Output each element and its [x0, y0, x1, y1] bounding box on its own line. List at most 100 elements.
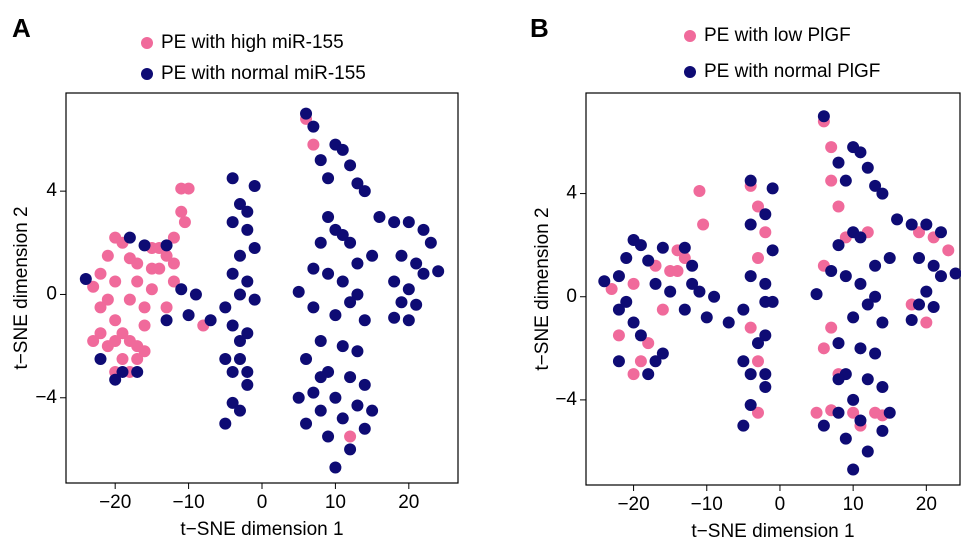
point — [869, 347, 882, 360]
point — [241, 378, 254, 391]
point — [942, 244, 955, 257]
point — [322, 267, 335, 280]
point — [138, 301, 151, 314]
point — [314, 371, 327, 384]
point — [307, 120, 320, 133]
point — [686, 277, 699, 290]
point — [351, 257, 364, 270]
point — [678, 252, 691, 265]
point — [388, 275, 401, 288]
point — [744, 399, 757, 412]
point — [344, 443, 357, 456]
point — [241, 275, 254, 288]
point — [744, 321, 757, 334]
point — [395, 249, 408, 262]
point — [329, 309, 342, 322]
point — [300, 353, 313, 366]
point — [634, 355, 647, 368]
point — [817, 110, 830, 123]
point — [869, 290, 882, 303]
point — [116, 365, 129, 378]
point — [920, 285, 933, 298]
point — [336, 143, 349, 156]
point — [664, 285, 677, 298]
point — [109, 334, 122, 347]
point — [307, 138, 320, 151]
point — [358, 422, 371, 435]
point — [248, 293, 261, 306]
point — [101, 293, 114, 306]
point — [94, 327, 107, 340]
point — [612, 270, 625, 283]
point — [307, 386, 320, 399]
point — [697, 218, 710, 231]
point — [759, 208, 772, 221]
point — [366, 249, 379, 262]
point — [145, 262, 158, 275]
point — [905, 313, 918, 326]
point — [642, 337, 655, 350]
point — [861, 298, 874, 311]
x-tick-label: 0 — [775, 494, 786, 515]
point — [87, 280, 100, 293]
legend-marker — [141, 37, 153, 49]
point — [883, 252, 896, 265]
point — [336, 412, 349, 425]
point — [402, 283, 415, 296]
point — [722, 316, 735, 329]
point — [417, 267, 430, 280]
point — [160, 301, 173, 314]
point — [913, 226, 926, 239]
point — [612, 329, 625, 342]
point — [876, 381, 889, 393]
point — [351, 399, 364, 412]
point — [649, 277, 662, 290]
point — [825, 321, 838, 334]
point — [627, 277, 640, 290]
point — [109, 373, 122, 386]
point — [759, 329, 772, 342]
point — [131, 257, 144, 270]
point — [233, 288, 246, 301]
point — [817, 419, 830, 432]
point — [854, 231, 867, 244]
point — [847, 406, 860, 419]
y-axis-label: t−SNE dimension 2 — [532, 207, 553, 370]
point — [642, 368, 655, 381]
point — [123, 231, 136, 244]
point — [861, 445, 874, 458]
point — [109, 275, 122, 288]
point — [329, 391, 342, 404]
panel-label: A — [12, 13, 31, 43]
point — [322, 172, 335, 185]
point — [314, 236, 327, 249]
point — [839, 270, 852, 283]
y-tick-label: 0 — [46, 283, 57, 304]
point — [116, 353, 129, 366]
point — [744, 368, 757, 381]
point — [839, 432, 852, 445]
point — [358, 378, 371, 391]
x-tick-label: −20 — [617, 494, 649, 515]
legend-marker — [684, 66, 696, 78]
point — [693, 185, 706, 197]
point — [292, 285, 305, 298]
point — [145, 283, 158, 296]
point — [233, 334, 246, 347]
point — [167, 257, 180, 270]
point — [759, 226, 772, 239]
point — [300, 107, 313, 120]
point — [131, 365, 144, 378]
plot-frame — [65, 92, 459, 484]
point — [913, 252, 926, 265]
point — [678, 241, 691, 254]
point — [876, 424, 889, 437]
point — [708, 290, 721, 303]
point — [759, 368, 772, 381]
point — [351, 345, 364, 358]
point — [226, 396, 239, 409]
y-axis-label: t−SNE dimension 2 — [11, 206, 32, 369]
point — [314, 404, 327, 417]
point — [686, 259, 699, 272]
point — [927, 259, 940, 272]
